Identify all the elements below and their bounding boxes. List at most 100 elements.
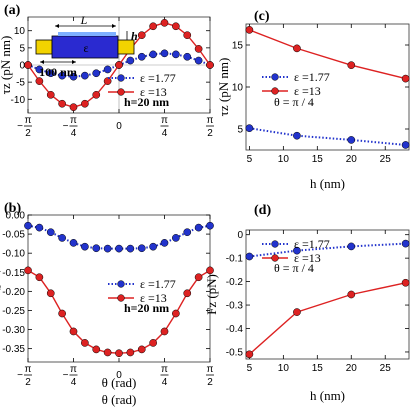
y-tick-label: 10 [232, 83, 244, 94]
data-point [401, 239, 410, 248]
y-tick-label: -0.2 [226, 277, 244, 288]
legend-marker [271, 240, 279, 248]
legend-label: ε =1.77 [294, 237, 330, 251]
y-axis-label: τz (pN nm) [216, 58, 231, 117]
tick-numerator: π [207, 364, 214, 375]
x-tick-label: 15 [312, 363, 324, 374]
legend-marker [117, 74, 125, 82]
data-point [103, 348, 112, 357]
tick-denominator: 2 [25, 377, 31, 388]
legend-marker [117, 88, 125, 96]
data-point [115, 349, 123, 358]
y-axis-label: Fz (pN) [204, 274, 219, 315]
legend-label: ε =13 [140, 291, 167, 305]
x-tick-label: 15 [312, 154, 324, 165]
data-point [183, 31, 192, 40]
data-point [92, 90, 101, 99]
series-line [249, 242, 406, 258]
y-tick-label: 10 [14, 26, 26, 37]
inset-scale-arrowheads [40, 60, 76, 64]
y-tick-label: 15 [232, 41, 244, 52]
data-point [81, 339, 89, 347]
data-point [293, 246, 301, 255]
data-point [35, 65, 44, 74]
data-point [58, 234, 66, 242]
x-tick-label: −π 2 [17, 115, 32, 139]
data-point [92, 244, 101, 253]
data-point [69, 72, 78, 81]
legend-marker [271, 254, 279, 262]
data-point [103, 77, 112, 85]
data-point [24, 221, 32, 230]
y-tick-label: -0.35 [2, 344, 25, 355]
data-point [194, 273, 203, 282]
legend-label: ε =13 [294, 251, 321, 265]
x-tick-label: 20 [346, 363, 358, 374]
annotation: h=20 nm [124, 95, 169, 109]
legend-label: ε =1.77 [140, 277, 176, 291]
data-point [160, 18, 169, 27]
legend-marker [271, 73, 279, 81]
x-axis-label: h (nm) [310, 388, 345, 403]
data-point [194, 223, 203, 232]
inset-schematic: Lε h 100 nm [35, 13, 138, 79]
y-tick-label: -0.05 [2, 230, 25, 241]
tick-numerator: π [161, 115, 168, 126]
data-point [81, 71, 89, 80]
data-point [115, 61, 123, 69]
data-point [293, 131, 301, 140]
data-point [293, 308, 301, 316]
data-point [206, 61, 214, 69]
tick-numerator: π [70, 364, 77, 375]
data-point [401, 141, 410, 149]
data-point [293, 44, 301, 53]
inset-right-block [117, 39, 135, 55]
data-point [347, 290, 356, 299]
y-tick-label: -0.1 [226, 254, 244, 265]
panel-label: (d) [254, 203, 271, 218]
tick-numerator: π [25, 364, 32, 375]
data-point [58, 309, 66, 318]
tick-numerator: π [207, 115, 214, 126]
tick-minus: − [63, 370, 69, 381]
data-point [149, 50, 157, 59]
tick-numerator: π [161, 364, 168, 375]
y-tick-label: -0.4 [226, 324, 244, 335]
data-point [46, 69, 55, 78]
annotation: h=20 nm [124, 301, 169, 315]
x-axis-label: θ (rad) [102, 392, 137, 407]
annotation: θ = π / 4 [274, 95, 314, 109]
data-point [172, 309, 180, 318]
inset-h-label: h [131, 29, 138, 43]
tick-denominator: 2 [25, 128, 31, 139]
data-point [24, 266, 32, 275]
tick-label: 0 [116, 370, 122, 381]
plot-frame [245, 229, 410, 360]
legend-marker [271, 87, 279, 95]
x-tick-label: 25 [380, 154, 392, 165]
tick-minus: − [17, 121, 23, 132]
series-line [248, 282, 406, 355]
x-tick-label: −π 2 [17, 364, 32, 388]
x-tick-label: 0 [116, 370, 122, 381]
data-point [206, 221, 214, 230]
data-point [401, 278, 410, 287]
x-tick-label: π4 [160, 115, 169, 139]
x-tick-label: 10 [278, 363, 290, 374]
y-tick-label: 5 [237, 125, 243, 136]
data-point [92, 69, 101, 78]
tick-denominator: 2 [207, 128, 213, 139]
data-point [137, 244, 146, 253]
tick-denominator: 4 [162, 128, 168, 139]
data-point [194, 45, 203, 53]
x-tick-label: 10 [278, 154, 290, 165]
data-point [103, 65, 112, 74]
series-line [249, 127, 406, 146]
data-point [103, 244, 112, 253]
y-tick-label: -0.15 [2, 268, 25, 279]
y-tick-label: -5 [16, 78, 25, 89]
data-point [126, 244, 135, 253]
data-point [81, 99, 89, 108]
data-point [347, 242, 356, 251]
